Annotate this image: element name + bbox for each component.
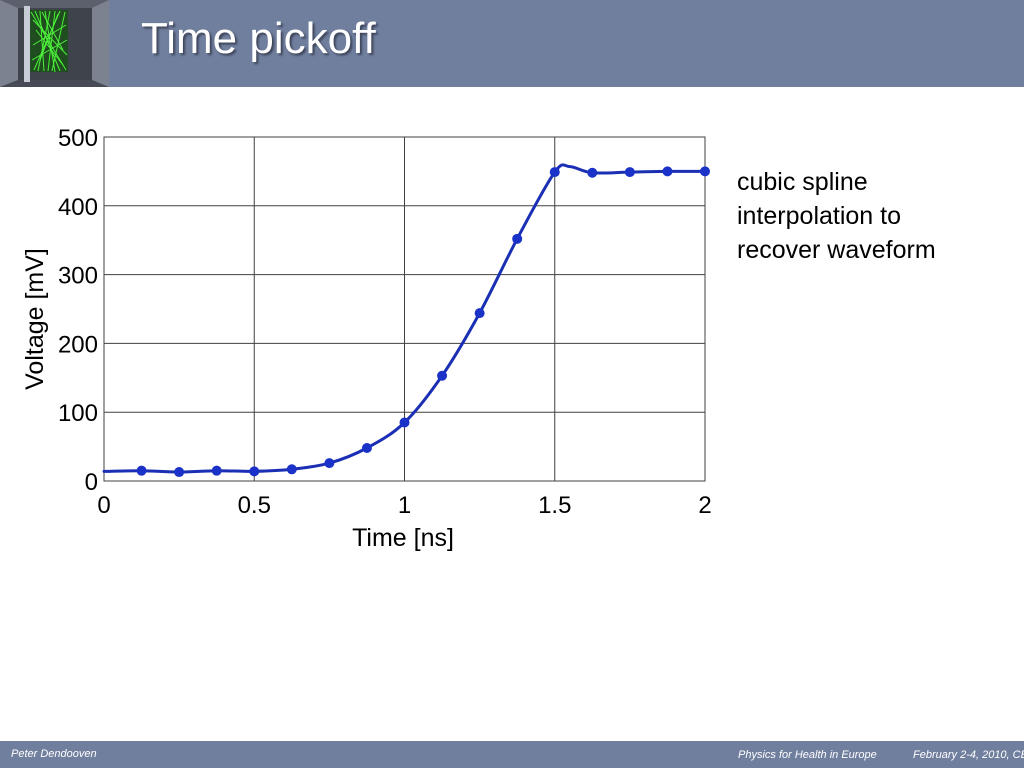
- chart-grid: [103, 136, 706, 482]
- y-tick-label: 200: [58, 331, 98, 358]
- x-tick-label: 0: [97, 492, 110, 519]
- x-tick-label: 1: [398, 492, 411, 519]
- sample-point: [324, 458, 335, 469]
- plot-frame: [103, 136, 706, 482]
- x-tick-label: 1.5: [538, 492, 571, 519]
- detector-thumbnail: [0, 0, 109, 87]
- sample-point: [361, 442, 372, 453]
- slide-header: Time pickoff: [0, 0, 1024, 87]
- sample-point: [136, 465, 147, 476]
- footer-date: February 2-4, 2010, CERN: [913, 749, 1024, 761]
- sample-point: [512, 233, 523, 244]
- sample-points: [136, 166, 710, 478]
- sample-point: [474, 308, 485, 319]
- footer-event: Physics for Health in Europe: [738, 749, 877, 761]
- y-tick-label: 100: [58, 400, 98, 427]
- annotation-text: cubic spline interpolation to recover wa…: [737, 165, 997, 267]
- y-tick-label: 500: [58, 125, 98, 152]
- x-axis-label: Time [ns]: [352, 524, 454, 552]
- x-tick-labels: 0 0.5 1 1.5 2: [97, 492, 711, 519]
- slide-title: Time pickoff: [141, 14, 376, 63]
- y-axis-label: Voltage [mV]: [21, 248, 49, 390]
- footer-author: Peter Dendooven: [11, 748, 97, 760]
- sample-point: [174, 467, 185, 478]
- x-tick-label: 0.5: [238, 492, 271, 519]
- sample-point: [549, 167, 560, 178]
- sample-point: [587, 167, 598, 178]
- sample-point: [249, 466, 260, 477]
- sample-point: [662, 166, 673, 177]
- sample-point: [437, 370, 448, 381]
- y-tick-label: 0: [85, 469, 98, 496]
- waveform-chart-svg: 0 0.5 1 1.5 2 0 100 200 300 400 500 Time [ns] Vol…: [21, 125, 712, 552]
- annotation-line-2: interpolation to: [737, 202, 902, 230]
- sample-point: [286, 464, 297, 475]
- sample-point: [399, 417, 410, 428]
- x-tick-label: 2: [698, 492, 711, 519]
- y-tick-label: 400: [58, 194, 98, 221]
- annotation-line-1: cubic spline: [737, 168, 868, 196]
- y-tick-labels: 0 100 200 300 400 500: [58, 125, 98, 496]
- sample-point: [624, 167, 635, 178]
- y-tick-label: 300: [58, 263, 98, 290]
- sample-point: [700, 166, 710, 177]
- annotation-line-3: recover waveform: [737, 236, 936, 264]
- slide-footer: Peter Dendooven Physics for Health in Eu…: [0, 741, 1024, 768]
- sample-point: [211, 465, 222, 476]
- waveform-chart: 0 0.5 1 1.5 2 0 100 200 300 400 500 Time [ns] Vol…: [0, 110, 730, 560]
